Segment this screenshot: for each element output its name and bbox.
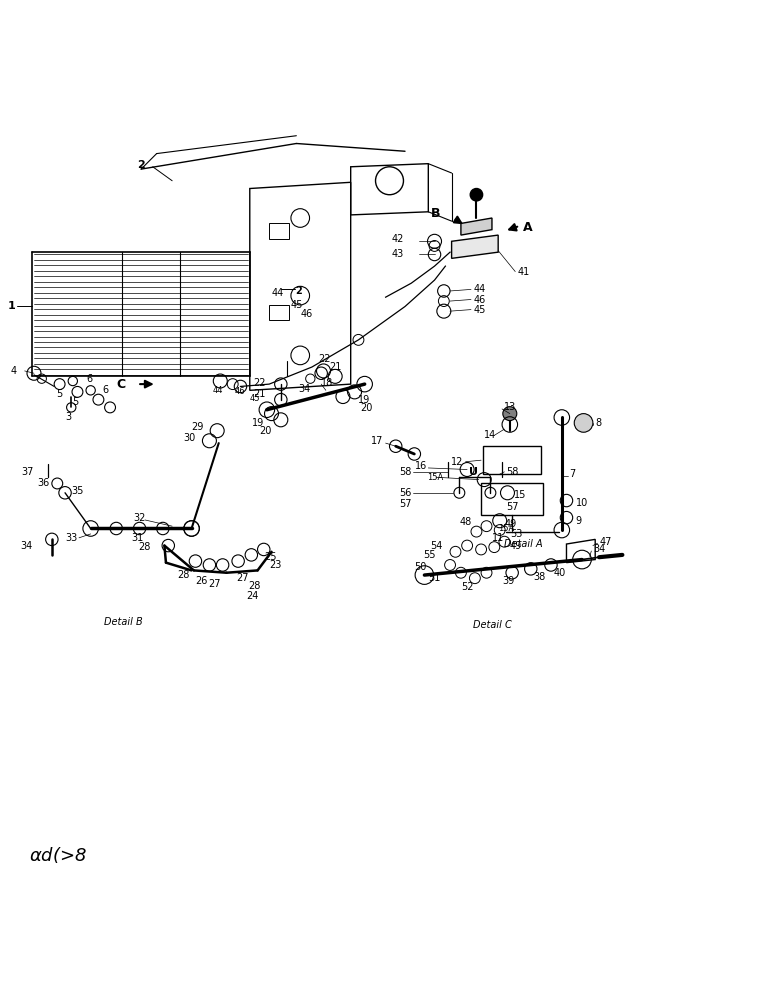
Text: 18: 18	[321, 377, 333, 387]
Text: 1: 1	[8, 301, 16, 311]
Text: 20: 20	[360, 403, 372, 413]
Text: 46: 46	[234, 387, 245, 396]
Text: 57: 57	[399, 499, 411, 509]
Text: 48: 48	[460, 517, 472, 527]
Text: 15: 15	[513, 490, 526, 500]
Text: 2: 2	[294, 286, 301, 296]
Circle shape	[574, 413, 593, 432]
Text: 33: 33	[65, 533, 77, 543]
Text: 15A: 15A	[499, 524, 514, 533]
Text: 58: 58	[506, 467, 518, 477]
Text: 14: 14	[485, 430, 496, 440]
Text: 44: 44	[474, 284, 485, 294]
Text: 7: 7	[569, 469, 576, 479]
Text: 22: 22	[318, 354, 330, 364]
Text: 5: 5	[72, 397, 78, 407]
Text: 45: 45	[474, 304, 486, 314]
Polygon shape	[461, 218, 492, 236]
Text: 5: 5	[57, 389, 63, 399]
Text: 47: 47	[599, 537, 612, 547]
Text: 27: 27	[236, 573, 249, 583]
Text: 34: 34	[298, 384, 310, 394]
Text: 25: 25	[264, 552, 277, 562]
Text: Detail A: Detail A	[504, 539, 543, 549]
Text: 15A: 15A	[427, 473, 443, 482]
Circle shape	[502, 406, 516, 420]
Text: 27: 27	[209, 580, 221, 590]
Text: 31: 31	[132, 533, 144, 543]
Text: B: B	[431, 207, 440, 220]
Text: 57: 57	[506, 502, 519, 512]
Text: 40: 40	[554, 568, 566, 578]
Text: 50: 50	[414, 562, 427, 572]
Text: 46: 46	[300, 309, 312, 319]
Text: 26: 26	[196, 576, 208, 586]
Text: 9: 9	[576, 516, 582, 526]
Text: 35: 35	[71, 486, 83, 496]
Text: 17: 17	[371, 436, 383, 446]
Text: 24: 24	[246, 591, 259, 601]
Text: 45: 45	[250, 393, 260, 402]
Text: 42: 42	[391, 234, 404, 244]
Text: 16: 16	[414, 461, 427, 471]
Text: 44: 44	[272, 288, 284, 298]
Text: 52: 52	[461, 583, 474, 593]
Text: 30: 30	[183, 433, 196, 443]
Text: 28: 28	[177, 570, 189, 580]
Text: 51: 51	[428, 573, 441, 583]
Text: 43: 43	[391, 250, 404, 259]
Circle shape	[291, 346, 309, 364]
Circle shape	[291, 209, 309, 228]
Text: 2: 2	[137, 161, 145, 171]
Polygon shape	[452, 236, 499, 258]
Text: 36: 36	[37, 478, 50, 488]
Text: Detail B: Detail B	[104, 617, 143, 627]
Text: C: C	[116, 377, 125, 390]
Text: 8: 8	[595, 418, 601, 428]
Text: 37: 37	[22, 467, 34, 477]
Text: 4: 4	[11, 366, 17, 376]
Text: 19: 19	[252, 418, 264, 428]
Text: 44: 44	[213, 386, 223, 395]
Text: 58: 58	[399, 467, 411, 477]
Text: 29: 29	[191, 422, 203, 432]
Text: 12: 12	[451, 457, 464, 467]
Text: 28: 28	[249, 581, 261, 591]
Text: 28: 28	[138, 542, 150, 552]
Text: 11: 11	[492, 533, 504, 543]
Bar	[270, 305, 288, 320]
Text: 6: 6	[86, 373, 93, 383]
Text: U: U	[469, 467, 478, 477]
Circle shape	[471, 189, 483, 201]
Text: 55: 55	[424, 550, 436, 560]
Text: 21: 21	[253, 389, 266, 399]
Text: 32: 32	[133, 513, 146, 523]
Text: 20: 20	[259, 426, 272, 436]
Bar	[270, 224, 288, 239]
Text: 56: 56	[399, 488, 411, 498]
Text: 13: 13	[504, 402, 516, 412]
Text: Detail C: Detail C	[474, 620, 512, 630]
Text: 3: 3	[65, 412, 71, 422]
Text: 41: 41	[517, 267, 530, 277]
Circle shape	[291, 286, 309, 305]
Text: 34: 34	[20, 541, 33, 551]
Text: 45: 45	[290, 300, 302, 310]
Text: 54: 54	[430, 541, 442, 551]
Text: 6: 6	[102, 385, 108, 395]
Text: 23: 23	[270, 560, 281, 570]
Text: 10: 10	[576, 498, 588, 508]
Text: 38: 38	[533, 572, 545, 582]
Text: 49: 49	[504, 519, 516, 529]
Text: 39: 39	[502, 576, 514, 586]
Text: 49: 49	[509, 541, 522, 551]
Text: 21: 21	[329, 362, 341, 372]
Text: 34: 34	[593, 545, 605, 555]
Text: 19: 19	[358, 394, 371, 404]
Text: 53: 53	[509, 529, 522, 539]
Text: 46: 46	[474, 294, 485, 304]
Text: A: A	[523, 221, 533, 234]
Text: 22: 22	[253, 377, 266, 387]
Text: $\mathit{\alpha}$$\mathit{d}$(>8: $\mathit{\alpha}$$\mathit{d}$(>8	[29, 844, 86, 864]
